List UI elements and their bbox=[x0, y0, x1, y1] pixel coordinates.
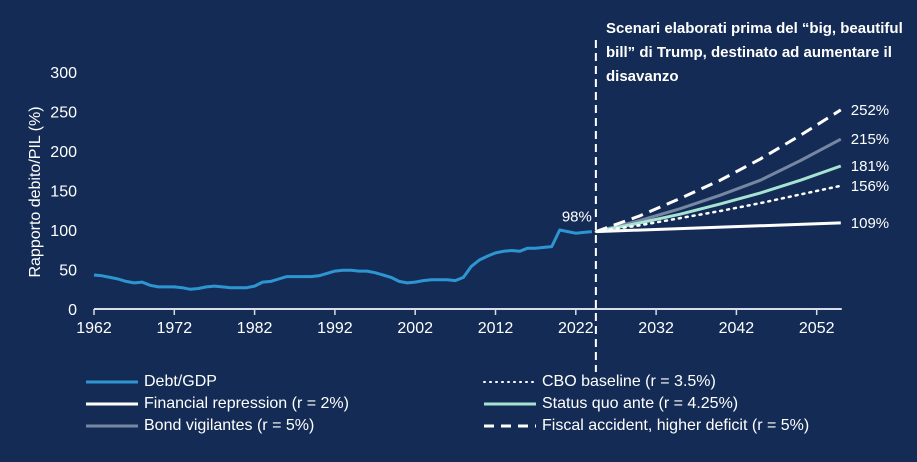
y-tick-label: 0 bbox=[68, 302, 77, 319]
end-value-label: 215% bbox=[851, 131, 889, 148]
legend-item: CBO baseline (r = 3.5%) bbox=[482, 371, 716, 393]
x-tick-label: 2002 bbox=[397, 320, 433, 337]
x-tick-label: 1992 bbox=[317, 320, 353, 337]
end-value-label: 156% bbox=[851, 178, 889, 195]
legend-item: Status quo ante (r = 4.25%) bbox=[482, 393, 738, 415]
x-tick-label: 1962 bbox=[76, 320, 112, 337]
legend-label: Fiscal accident, higher deficit (r = 5%) bbox=[542, 417, 810, 434]
legend-label: Status quo ante (r = 4.25%) bbox=[542, 395, 739, 412]
x-tick-label: 2012 bbox=[478, 320, 514, 337]
x-tick-label: 1972 bbox=[157, 320, 193, 337]
series-line-debt-gdp bbox=[93, 228, 593, 291]
x-tick-label: 2032 bbox=[638, 320, 674, 337]
series-line-bond-vigilantes-r-5 bbox=[595, 137, 842, 234]
end-value-label: 252% bbox=[851, 102, 889, 119]
legend-item: Financial repression (r = 2%) bbox=[84, 393, 349, 415]
legend-swatch bbox=[483, 381, 537, 383]
y-tick-label: 250 bbox=[50, 105, 77, 122]
series-group bbox=[93, 108, 843, 291]
legend-label: Debt/GDP bbox=[144, 373, 217, 390]
legend-label: CBO baseline (r = 3.5%) bbox=[542, 373, 716, 390]
legend-swatch bbox=[86, 380, 138, 384]
legend-item: Bond vigilantes (r = 5%) bbox=[84, 415, 314, 437]
y-axis-label: Rapporto debito/PIL (%) bbox=[27, 106, 44, 277]
legend-swatch bbox=[86, 402, 138, 406]
x-tick-label: 2022 bbox=[558, 320, 594, 337]
y-tick-label: 300 bbox=[50, 65, 77, 82]
x-tick-label: 2052 bbox=[799, 320, 835, 337]
y-tick-label: 200 bbox=[50, 144, 77, 161]
y-tick-label: 100 bbox=[50, 223, 77, 240]
end-value-label: 181% bbox=[851, 158, 889, 175]
start-value-label: 98% bbox=[562, 209, 592, 226]
scenario-annotation: Scenari elaborati prima del “big, beauti… bbox=[606, 20, 903, 85]
y-tick-label: 150 bbox=[50, 184, 77, 201]
y-tick-label: 50 bbox=[59, 263, 77, 280]
x-tick-label: 1982 bbox=[237, 320, 273, 337]
series-line-fiscal-accident-higher-deficit-r-5 bbox=[595, 108, 842, 234]
legend-label: Financial repression (r = 2%) bbox=[144, 395, 349, 412]
legend-swatch bbox=[484, 424, 536, 428]
axes: 1962 1972 1982 1992 2002 2012 2022 2032 2042 2052… bbox=[50, 40, 842, 372]
end-value-label: 109% bbox=[851, 215, 889, 232]
series-line-financial-repression-r-2 bbox=[595, 221, 841, 234]
legend-label: Bond vigilantes (r = 5%) bbox=[144, 417, 315, 434]
legend-item: Debt/GDP bbox=[84, 371, 217, 393]
series-line-cbo-baseline-r-3-5 bbox=[594, 184, 843, 233]
legend-swatch bbox=[484, 402, 536, 406]
labels-group: 215% 181% 156% 109% 252% 98% bbox=[562, 102, 889, 232]
legend-swatch bbox=[86, 424, 138, 428]
x-tick-label: 2042 bbox=[719, 320, 755, 337]
series-line-status-quo-ante-r-4-25 bbox=[595, 164, 842, 234]
legend-item: Fiscal accident, higher deficit (r = 5%) bbox=[482, 415, 809, 437]
